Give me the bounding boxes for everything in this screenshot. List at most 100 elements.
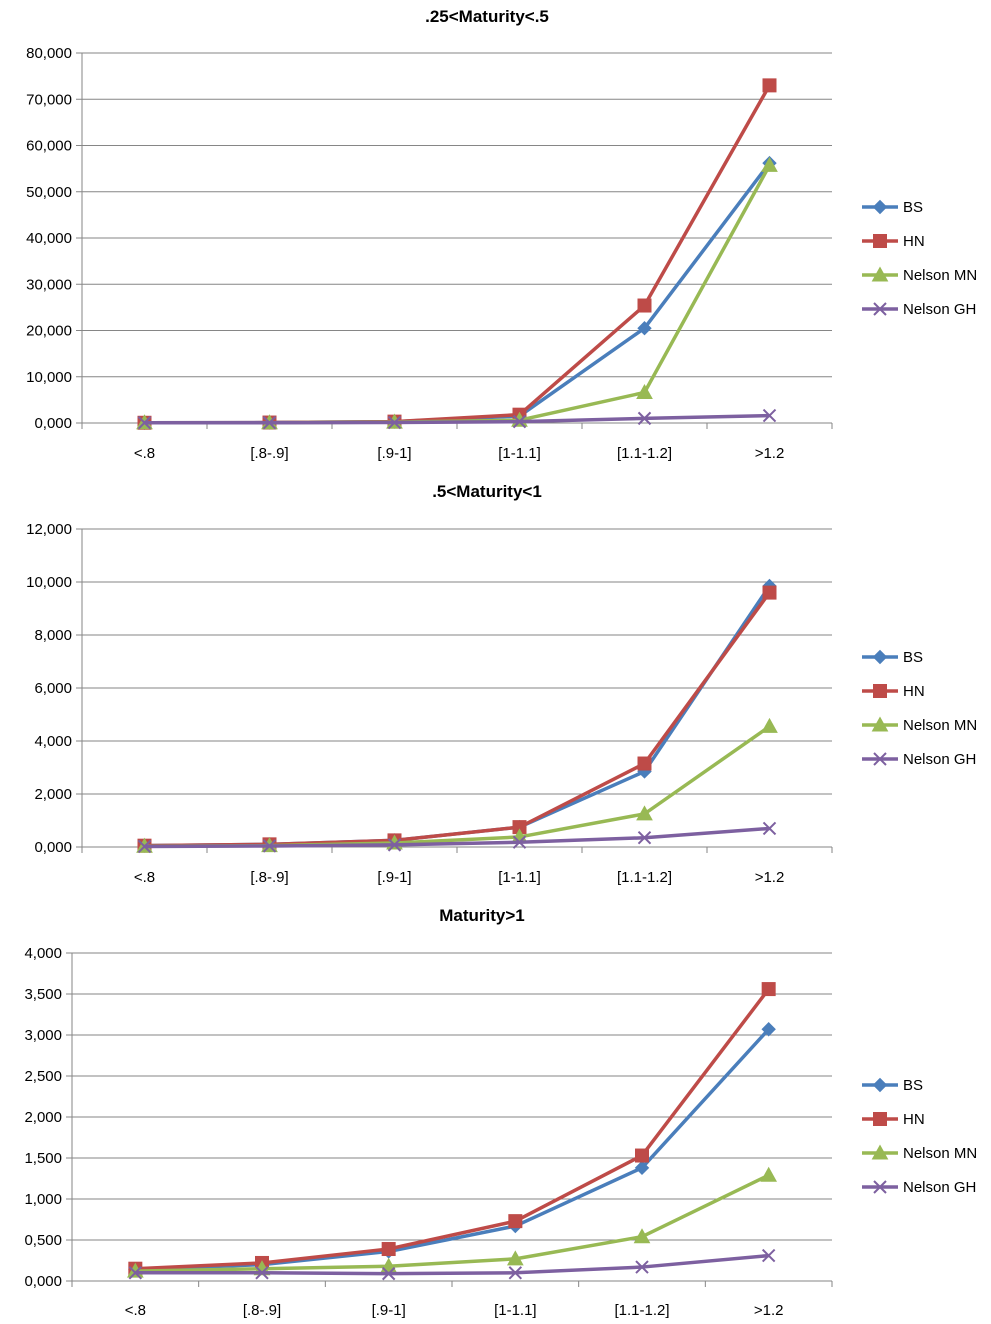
- y-tick-label: 1,500: [24, 1150, 62, 1167]
- y-tick-label: 0,500: [24, 1232, 62, 1249]
- series-line: [144, 164, 772, 425]
- y-tick-label: 60,000: [26, 138, 72, 155]
- legend-item-nelson-gh: Nelson GH: [862, 751, 976, 768]
- y-tick-label: 6,000: [34, 680, 72, 697]
- x-tick-label: [.8-.9]: [250, 869, 288, 886]
- data-point: [512, 835, 527, 849]
- chart-2: .5<Maturity<1 0,000 2,000 4,000 6,000 8,000 10…: [26, 482, 977, 886]
- series-hn: [128, 982, 776, 1276]
- y-tick-label: 80,000: [26, 45, 72, 62]
- series-nelson-gh: [137, 821, 777, 854]
- y-tick-label: 12,000: [26, 521, 72, 538]
- square-icon: [873, 1112, 887, 1126]
- triangle-icon: [871, 1144, 889, 1160]
- series-nelson-mn: [136, 156, 778, 430]
- legend-label: Nelson MN: [903, 267, 977, 284]
- y-tick-label: 2,000: [24, 1109, 62, 1126]
- series-line: [135, 1173, 770, 1273]
- legend-label: Nelson GH: [903, 1179, 976, 1196]
- data-point: [381, 1266, 396, 1281]
- series-line: [144, 724, 771, 848]
- data-point: [637, 756, 652, 771]
- legend-label: Nelson MN: [903, 717, 977, 734]
- data-point: [761, 717, 778, 733]
- chart-title: .5<Maturity<1: [432, 482, 542, 501]
- data-point: [137, 839, 152, 854]
- data-point: [381, 1242, 396, 1257]
- square-icon: [873, 234, 887, 248]
- series-nelson-mn: [126, 1166, 778, 1278]
- legend-label: Nelson MN: [903, 1145, 977, 1162]
- data-point: [262, 839, 277, 853]
- series-nelson-gh: [128, 1248, 776, 1281]
- y-tick-label: 1,000: [24, 1191, 62, 1208]
- data-point: [635, 1148, 649, 1163]
- legend-item-hn: HN: [862, 233, 925, 250]
- legend-item-bs: BS: [862, 649, 923, 666]
- data-point: [137, 416, 152, 430]
- diamond-icon: [872, 1077, 888, 1093]
- x-tick-label: >1.2: [755, 445, 785, 462]
- data-point: [387, 415, 402, 430]
- diamond-icon: [872, 199, 888, 215]
- data-point: [255, 1266, 269, 1280]
- data-point: [512, 414, 527, 429]
- data-point: [637, 298, 652, 313]
- y-tick-label: 8,000: [34, 627, 72, 644]
- legend-item-hn: HN: [862, 1111, 925, 1128]
- series-line: [144, 84, 772, 425]
- y-tick-label: 2,500: [24, 1068, 62, 1085]
- chart-3: Maturity>1 0,000 0,500 1,000 1,500 2,000 2,500…: [24, 906, 977, 1319]
- legend-label: BS: [903, 1077, 923, 1094]
- y-tick-label: 4,000: [34, 733, 72, 750]
- square-icon: [873, 684, 887, 698]
- legend-label: HN: [903, 233, 925, 250]
- y-tick-label: 50,000: [26, 184, 72, 201]
- x-tick-label: [.9-1]: [377, 869, 411, 886]
- legend: BS HN Nelson MN Nelson GH: [862, 1077, 977, 1196]
- x-tick-label: >1.2: [754, 1302, 784, 1319]
- x-icon: [873, 1180, 887, 1194]
- legend-item-nelson-gh: Nelson GH: [862, 301, 976, 318]
- y-tick-label: 3,000: [24, 1027, 62, 1044]
- data-point: [636, 805, 653, 821]
- data-point: [637, 831, 652, 845]
- x-tick-label: [1.1-1.2]: [614, 1302, 669, 1319]
- series-line: [144, 162, 771, 425]
- data-point: [635, 1260, 649, 1274]
- y-tick-label: 10,000: [26, 369, 72, 386]
- chart-title: .25<Maturity<.5: [425, 7, 549, 26]
- data-point: [762, 408, 777, 423]
- x-tick-label: [.9-1]: [377, 445, 411, 462]
- data-point: [633, 1228, 651, 1244]
- series-line: [144, 413, 770, 425]
- x-tick-label: [.8-.9]: [243, 1302, 281, 1319]
- x-tick-label: [.8-.9]: [250, 445, 288, 462]
- series-nelson-gh: [137, 408, 777, 430]
- data-point: [506, 1250, 524, 1266]
- y-tick-label: 70,000: [26, 91, 72, 108]
- series-line: [144, 584, 771, 848]
- legend-item-nelson-gh: Nelson GH: [862, 1179, 976, 1196]
- legend-item-bs: BS: [862, 1077, 923, 1094]
- x-tick-label: [1-1.1]: [494, 1302, 537, 1319]
- data-point: [761, 1248, 776, 1263]
- y-tick-label: 10,000: [26, 574, 72, 591]
- data-point: [508, 1214, 523, 1229]
- series-line: [144, 826, 770, 849]
- y-tick-label: 40,000: [26, 230, 72, 247]
- chart-title: Maturity>1: [439, 906, 525, 925]
- x-tick-label: <.8: [125, 1302, 146, 1319]
- diamond-icon: [872, 649, 888, 665]
- legend-item-nelson-mn: Nelson MN: [862, 1144, 977, 1162]
- legend: BS HN Nelson MN Nelson GH: [862, 199, 977, 318]
- y-tick-label: 30,000: [26, 276, 72, 293]
- legend: BS HN Nelson MN Nelson GH: [862, 649, 977, 768]
- legend-label: HN: [903, 1111, 925, 1128]
- legend-label: Nelson GH: [903, 301, 976, 318]
- y-tick-label: 0,000: [34, 839, 72, 856]
- data-point: [761, 1022, 776, 1037]
- data-point: [637, 320, 652, 336]
- data-point: [762, 78, 777, 93]
